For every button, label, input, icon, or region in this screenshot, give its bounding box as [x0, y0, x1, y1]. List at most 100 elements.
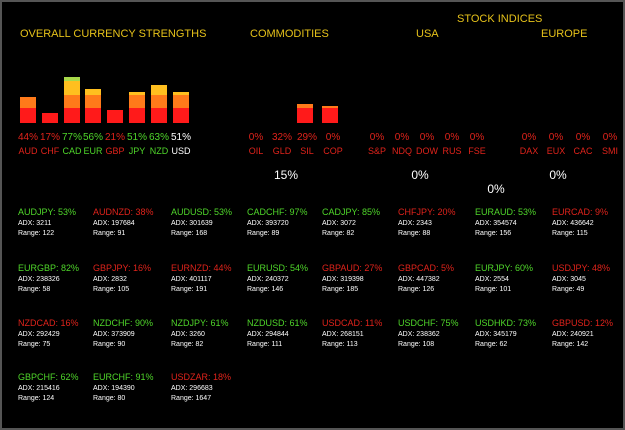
- currency-bar-segment: [20, 108, 36, 123]
- currency-bar-segment: [64, 81, 80, 95]
- currency-pair-card: CADJPY: 85% ADX: 3072 Range: 82: [322, 207, 402, 237]
- pair-range: Range: 105: [93, 286, 130, 293]
- currency-bar-segment: [151, 85, 167, 95]
- pair-range: Range: 191: [171, 286, 208, 293]
- pair-range: Range: 101: [475, 286, 512, 293]
- europe-index-label: SMI: [601, 146, 618, 156]
- pair-range: Range: 115: [552, 230, 588, 237]
- currency-bar: [20, 97, 36, 123]
- pair-name: AUDJPY: 53%: [18, 207, 77, 217]
- pair-name: EURGBP: 82%: [18, 263, 80, 273]
- pair-name: CADJPY: 85%: [322, 207, 381, 217]
- pair-range: Range: 126: [398, 286, 435, 293]
- pair-range: Range: 142: [552, 341, 589, 348]
- pair-range: Range: 90: [93, 341, 126, 348]
- pair-name: AUDUSD: 53%: [171, 207, 233, 217]
- currency-bar-segment: [151, 95, 167, 108]
- currency-label: EUR: [83, 146, 103, 156]
- pair-name: GBPAUD: 27%: [322, 263, 383, 273]
- currency-bar-segment: [64, 108, 80, 123]
- pair-adx: ADX: 319398: [322, 276, 364, 283]
- commodity-label: COP: [323, 146, 343, 156]
- currency-label: AUD: [18, 146, 38, 156]
- commodity-percent: 32%: [271, 132, 292, 143]
- pair-adx: ADX: 2832: [93, 276, 127, 283]
- currency-bar-segment: [85, 108, 101, 123]
- pair-adx: ADX: 238326: [18, 276, 60, 283]
- pair-name: CADCHF: 97%: [247, 207, 308, 217]
- pair-range: Range: 1647: [171, 395, 212, 402]
- currency-pair-card: EURNZD: 44% ADX: 401117 Range: 191: [171, 263, 251, 293]
- pair-name: USDCHF: 75%: [398, 318, 459, 328]
- europe-header: EUROPE: [541, 28, 588, 40]
- currency-percent: 77%: [61, 132, 82, 143]
- pair-name: NZDJPY: 61%: [171, 318, 229, 328]
- currency-bar: [42, 113, 58, 123]
- pair-adx: ADX: 2343: [398, 220, 432, 227]
- pair-name: NZDUSD: 61%: [247, 318, 308, 328]
- pair-range: Range: 122: [18, 230, 55, 237]
- pair-name: EURCHF: 91%: [93, 372, 154, 382]
- pair-range: Range: 80: [93, 395, 126, 402]
- pair-adx: ADX: 268151: [322, 331, 364, 338]
- pair-range: Range: 108: [398, 341, 435, 348]
- currency-pair-card: EURGBP: 82% ADX: 238326 Range: 58: [18, 263, 98, 293]
- currency-pair-card: EURUSD: 54% ADX: 240372 Range: 146: [247, 263, 327, 293]
- pair-range: Range: 58: [18, 286, 51, 293]
- currency-percent: 51%: [170, 132, 191, 143]
- pair-name: EURAUD: 53%: [475, 207, 537, 217]
- currency-bar-segment: [173, 92, 189, 95]
- currency-pair-card: USDCHF: 75% ADX: 238362 Range: 108: [398, 318, 478, 348]
- pair-name: EURNZD: 44%: [171, 263, 232, 273]
- pair-adx: ADX: 3045: [552, 276, 586, 283]
- currency-percent: 44%: [17, 132, 38, 143]
- currency-pair-card: AUDUSD: 53% ADX: 301639 Range: 168: [171, 207, 251, 237]
- pair-name: GBPJPY: 16%: [93, 263, 152, 273]
- pair-adx: ADX: 3211: [18, 220, 52, 227]
- pair-adx: ADX: 393720: [247, 220, 289, 227]
- currency-percent: 63%: [148, 132, 169, 143]
- commodities-average: 15%: [273, 168, 299, 182]
- pair-range: Range: 185: [322, 286, 359, 293]
- commodity-percent: 0%: [248, 132, 264, 143]
- usa-index-percent: 0%: [444, 132, 460, 143]
- currency-pair-card: NZDCAD: 16% ADX: 292429 Range: 75: [18, 318, 98, 348]
- usa-index-label: NDQ: [392, 146, 412, 156]
- pair-range: Range: 91: [93, 230, 126, 237]
- currency-label: NZD: [149, 146, 169, 156]
- commodities-header: COMMODITIES: [250, 28, 329, 40]
- currency-pair-card: EURCAD: 9% ADX: 436642 Range: 115: [552, 207, 625, 237]
- pair-name: USDZAR: 18%: [171, 372, 232, 382]
- commodity-bar: [322, 106, 338, 123]
- currency-bar-segment: [173, 108, 189, 123]
- pair-name: USDCAD: 11%: [322, 318, 383, 328]
- pair-name: NZDCAD: 16%: [18, 318, 79, 328]
- currency-bar-segment: [20, 97, 36, 108]
- pair-range: Range: 124: [18, 395, 55, 402]
- commodity-bar-segment: [297, 104, 313, 108]
- usa-index-label: FSE: [468, 146, 486, 156]
- currency-pair-card: CHFJPY: 20% ADX: 2343 Range: 88: [398, 207, 478, 237]
- europe-index-percent: 0%: [575, 132, 591, 143]
- usa-index-percent: 0%: [369, 132, 385, 143]
- usa-index-percent: 0%: [419, 132, 435, 143]
- pair-adx: ADX: 240372: [247, 276, 289, 283]
- currency-bar-segment: [85, 95, 101, 108]
- pair-name: EURJPY: 60%: [475, 263, 534, 273]
- pair-range: Range: 156: [475, 230, 512, 237]
- pair-range: Range: 88: [398, 230, 431, 237]
- pair-range: Range: 89: [247, 230, 280, 237]
- pair-range: Range: 62: [475, 341, 508, 348]
- europe-index-percent: 0%: [602, 132, 618, 143]
- pair-name: EURCAD: 9%: [552, 207, 609, 217]
- pair-name: GBPCAD: 5%: [398, 263, 455, 273]
- currency-pair-card: GBPJPY: 16% ADX: 2832 Range: 105: [93, 263, 173, 293]
- currency-pair-card: USDHKD: 73% ADX: 345179 Range: 62: [475, 318, 555, 348]
- pair-adx: ADX: 197684: [93, 220, 135, 227]
- overall-currency-strengths-header: OVERALL CURRENCY STRENGTHS: [20, 28, 207, 40]
- commodity-bar: [297, 104, 313, 123]
- pair-name: EURUSD: 54%: [247, 263, 309, 273]
- currency-pair-card: EURJPY: 60% ADX: 2554 Range: 101: [475, 263, 555, 293]
- usa-index-label: RUS: [442, 146, 462, 156]
- pair-name: CHFJPY: 20%: [398, 207, 456, 217]
